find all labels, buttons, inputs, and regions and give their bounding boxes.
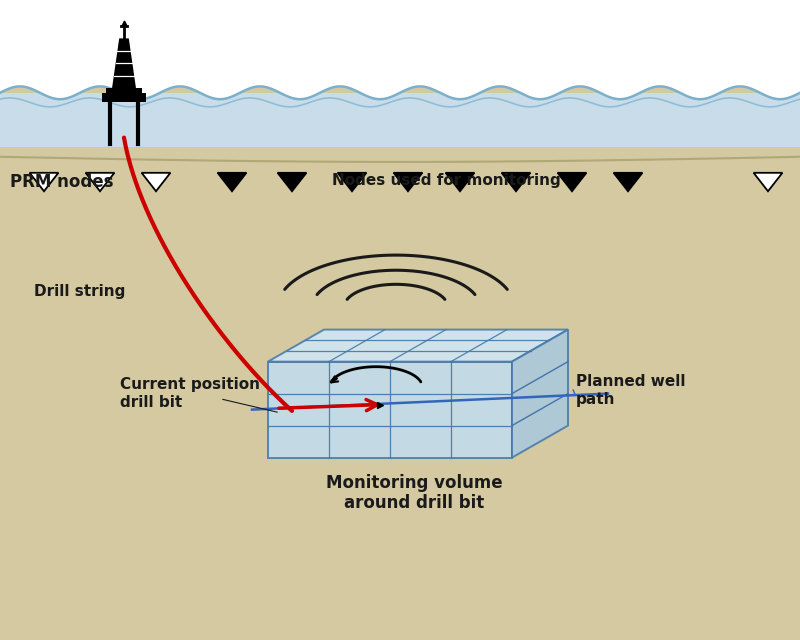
Polygon shape: [268, 330, 568, 362]
Text: Monitoring volume
around drill bit: Monitoring volume around drill bit: [326, 474, 502, 513]
Polygon shape: [558, 173, 586, 191]
Polygon shape: [218, 173, 246, 191]
Bar: [102, 93, 146, 102]
Bar: [106, 88, 142, 93]
Polygon shape: [754, 173, 782, 191]
Polygon shape: [86, 173, 114, 191]
Polygon shape: [30, 173, 58, 191]
Polygon shape: [268, 362, 512, 458]
Polygon shape: [512, 330, 568, 458]
Polygon shape: [502, 173, 530, 191]
Text: Nodes used for monitoring: Nodes used for monitoring: [332, 173, 561, 188]
Polygon shape: [446, 173, 474, 191]
Text: Current position
drill bit: Current position drill bit: [120, 378, 260, 410]
Text: PRM nodes: PRM nodes: [10, 173, 113, 191]
Polygon shape: [278, 173, 306, 191]
Text: Planned well
path: Planned well path: [576, 374, 686, 406]
Polygon shape: [112, 38, 136, 88]
Polygon shape: [394, 173, 422, 191]
Text: Drill string: Drill string: [34, 284, 125, 299]
Polygon shape: [614, 173, 642, 191]
Polygon shape: [142, 173, 170, 191]
Bar: [0, 93, 800, 147]
Polygon shape: [338, 173, 366, 191]
